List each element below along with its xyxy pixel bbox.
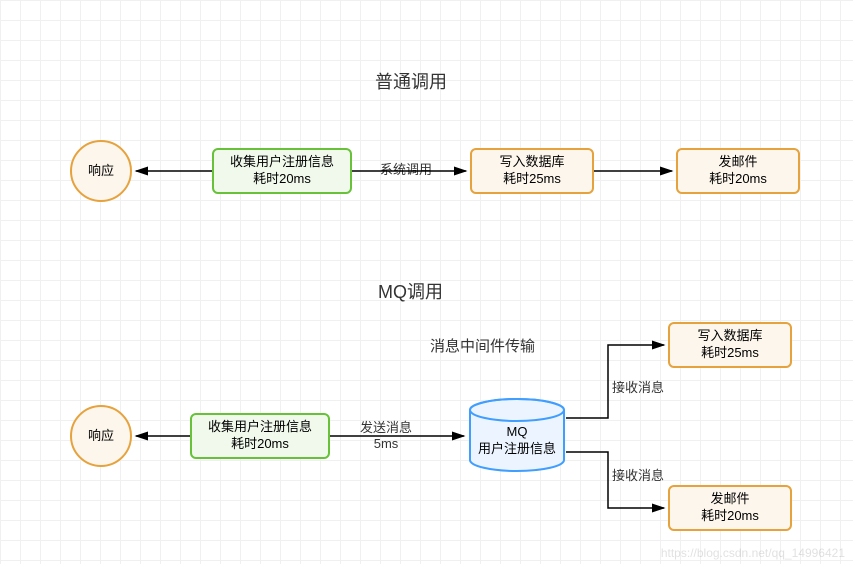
- collect-line1: 收集用户注册信息: [230, 154, 334, 171]
- db-b-line2: 耗时25ms: [701, 345, 759, 362]
- middleware-label: 消息中间件传输: [430, 338, 535, 356]
- title-bottom: MQ调用: [378, 278, 443, 304]
- edge-label-send: 发送消息 5ms: [360, 420, 412, 451]
- node-collect-bottom: 收集用户注册信息 耗时20ms: [190, 413, 330, 459]
- node-response-top: 响应: [70, 140, 132, 202]
- collect-line2: 耗时20ms: [253, 171, 311, 188]
- mq-line2: 用户注册信息: [478, 441, 556, 456]
- watermark: https://blog.csdn.net/qq_14996421: [661, 546, 845, 560]
- node-response-bottom: 响应: [70, 405, 132, 467]
- node-mq: MQ 用户注册信息: [468, 398, 566, 472]
- mail-b-line2: 耗时20ms: [701, 508, 759, 525]
- mq-line1: MQ: [507, 424, 528, 439]
- node-mail-bottom: 发邮件 耗时20ms: [668, 485, 792, 531]
- response-label-b: 响应: [88, 428, 114, 445]
- mail-line1: 发邮件: [718, 154, 757, 171]
- node-collect-top: 收集用户注册信息 耗时20ms: [212, 148, 352, 194]
- node-mail-top: 发邮件 耗时20ms: [676, 148, 800, 194]
- edge-label-syscall: 系统调用: [380, 162, 432, 178]
- response-label: 响应: [88, 163, 114, 180]
- edge-label-recv-top: 接收消息: [612, 380, 664, 396]
- db-line1: 写入数据库: [499, 154, 564, 171]
- mail-line2: 耗时20ms: [709, 171, 767, 188]
- collect-b-line1: 收集用户注册信息: [208, 419, 312, 436]
- db-b-line1: 写入数据库: [697, 328, 762, 345]
- node-db-bottom: 写入数据库 耗时25ms: [668, 322, 792, 368]
- edge-label-recv-bot: 接收消息: [612, 468, 664, 484]
- title-top: 普通调用: [375, 68, 447, 94]
- collect-b-line2: 耗时20ms: [231, 436, 289, 453]
- node-db-top: 写入数据库 耗时25ms: [470, 148, 594, 194]
- db-line2: 耗时25ms: [503, 171, 561, 188]
- mail-b-line1: 发邮件: [710, 491, 749, 508]
